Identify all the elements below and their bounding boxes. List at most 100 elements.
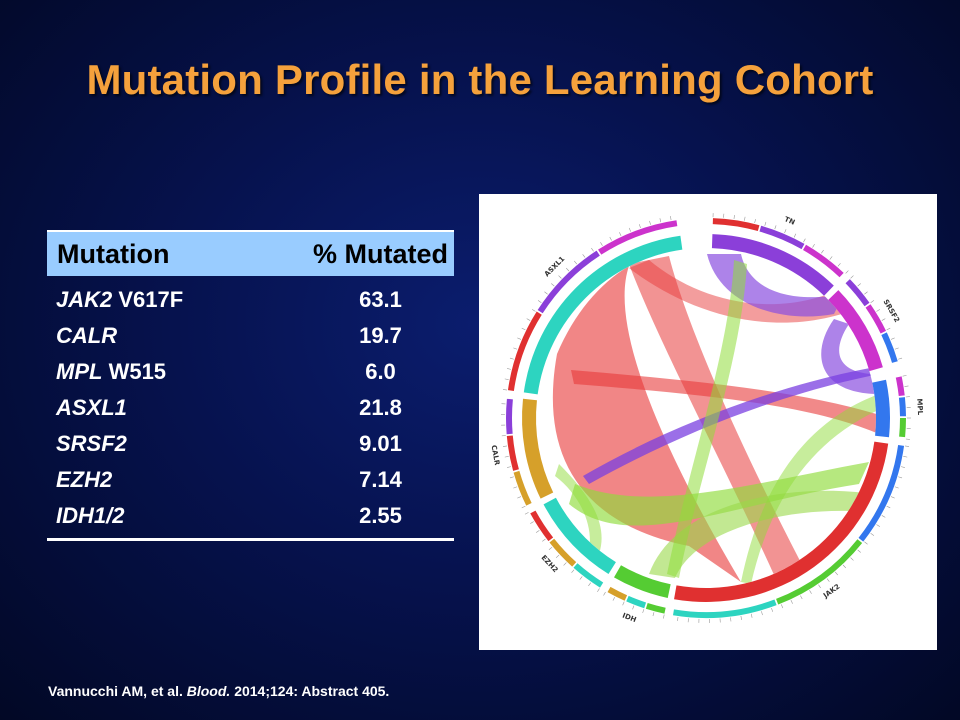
tick-mark	[870, 300, 875, 303]
mutation-name: SRSF2	[47, 431, 287, 457]
ribbon-tn-idh	[667, 260, 747, 578]
tick-mark	[619, 232, 622, 236]
outer-band	[759, 225, 805, 250]
gene-name: SRSF2	[56, 431, 127, 456]
tick-mark	[857, 549, 861, 553]
outer-band	[803, 244, 844, 278]
segment-label-jak2: JAK2	[821, 582, 841, 600]
tick-mark	[818, 584, 821, 589]
tick-mark	[609, 236, 612, 241]
mutation-name: CALR	[47, 323, 287, 349]
variant-name: V617F	[112, 287, 184, 312]
segment-label-mpl: MPL	[915, 398, 924, 415]
gene-name: ASXL1	[56, 395, 127, 420]
percent-value: 9.01	[359, 431, 402, 456]
outer-band	[881, 332, 898, 363]
gene-name: MPL	[56, 359, 103, 384]
tick-mark	[894, 486, 899, 489]
tick-mark	[894, 347, 899, 350]
mutation-name: EZH2	[47, 467, 287, 493]
tick-mark	[513, 347, 518, 350]
tick-mark	[837, 263, 841, 267]
outer-band	[537, 250, 600, 314]
tick-mark	[812, 243, 815, 248]
tick-mark	[530, 521, 534, 524]
table-header: Mutation % Mutated	[47, 230, 454, 276]
tick-mark	[842, 564, 847, 569]
tick-mark	[571, 569, 575, 573]
inner-segment-jak2	[674, 441, 889, 602]
percent-value: 63.1	[359, 287, 402, 312]
gene-name: EZH2	[56, 467, 113, 492]
tick-mark	[670, 216, 672, 221]
tick-mark	[834, 571, 839, 576]
tick-mark	[904, 385, 909, 387]
tick-mark	[531, 309, 536, 312]
tick-mark	[826, 578, 830, 582]
inner-segment-mpl	[872, 379, 890, 438]
tick-mark	[845, 270, 849, 274]
tick-mark	[638, 224, 641, 229]
gene-name: CALR	[56, 323, 118, 348]
ribbon-calr-mpl	[583, 366, 876, 484]
tick-mark	[600, 242, 603, 246]
tick-mark	[793, 233, 797, 238]
outer-band	[598, 220, 678, 255]
tick-mark	[507, 368, 512, 370]
outer-band	[507, 311, 542, 392]
tick-mark	[876, 309, 881, 312]
inner-segment-asxl1	[523, 235, 683, 395]
circos-plot: TN SRSF2 MPL JAK2 IDH EZH2 CALR ASXL1	[479, 194, 937, 650]
gene-name: JAK2	[56, 287, 113, 312]
tick-mark	[733, 214, 735, 219]
ribbon-layer	[552, 254, 876, 586]
tick-mark	[591, 247, 594, 252]
tick-mark	[850, 275, 854, 279]
segment-label-tn: TN	[783, 215, 796, 227]
tick-mark	[903, 456, 908, 458]
table-row: MPL W515 6.0	[47, 354, 454, 390]
tick-mark	[850, 557, 854, 561]
segment-label-ezh2: EZH2	[540, 554, 560, 575]
percent-value: 7.14	[359, 467, 402, 492]
tick-mark	[864, 541, 868, 545]
tick-mark	[535, 530, 540, 533]
table-row: IDH1/2 2.55	[47, 498, 454, 534]
percent-value: 6.0	[365, 359, 396, 384]
tick-mark	[652, 612, 655, 617]
outer-band	[858, 444, 905, 542]
tick-mark	[902, 375, 907, 377]
inner-ring	[522, 234, 890, 602]
tick-mark	[784, 229, 787, 234]
tick-mark	[881, 318, 886, 321]
tick-mark	[800, 595, 803, 600]
tick-mark	[563, 562, 567, 566]
outer-band	[895, 376, 905, 397]
table-row: JAK2 V617F 63.1	[47, 282, 454, 318]
tick-mark	[663, 614, 665, 619]
tick-mark	[603, 591, 606, 596]
tick-mark	[774, 225, 777, 230]
tick-mark	[521, 327, 526, 331]
mutation-name: MPL W515	[47, 359, 287, 385]
segment-label-asxl1: ASXL1	[543, 255, 567, 279]
outer-band	[645, 603, 666, 614]
tick-mark	[513, 486, 518, 489]
outer-band	[506, 435, 519, 471]
inner-segment-ezh2	[543, 497, 616, 575]
outer-band	[513, 470, 532, 506]
segment-label-srsf2: SRSF2	[882, 298, 902, 324]
tick-mark	[876, 524, 881, 527]
citation: Vannucchi AM, et al. Blood. 2014;124: Ab…	[48, 683, 389, 699]
tick-mark	[551, 283, 555, 287]
tick-mark	[509, 476, 514, 479]
table-row: EZH2 7.14	[47, 462, 454, 498]
inner-segment-idh	[614, 565, 671, 598]
outer-band	[845, 279, 870, 307]
mutation-name: IDH1/2	[47, 503, 287, 529]
inner-segment-srsf2	[828, 290, 883, 372]
tick-mark	[612, 596, 616, 601]
tick-mark	[548, 546, 553, 551]
tick-mark	[898, 357, 903, 360]
tick-mark	[526, 318, 531, 321]
